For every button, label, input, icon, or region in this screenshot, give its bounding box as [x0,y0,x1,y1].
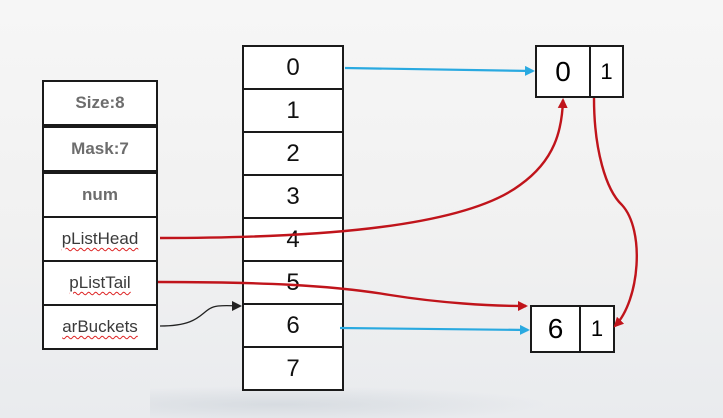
arrow-arbuckets-to-array [159,300,242,327]
field-num-label: num [82,185,118,204]
node-a-value: 1 [589,45,624,98]
arrow-plisthead-to-node0 [159,98,568,240]
field-arbuckets: arBuckets [42,304,158,350]
field-plisttail-label: pListTail [69,273,131,292]
bucket-2: 2 [242,131,344,176]
bucket-index: 3 [286,182,300,210]
bucket-5: 5 [242,260,344,305]
node-b-value: 1 [579,305,615,353]
field-arbuckets-label: arBuckets [62,317,138,336]
node-a-key: 0 [535,45,591,98]
bucket-1: 1 [242,88,344,133]
arrow-node0-to-node6 [592,97,638,328]
node-b-key: 6 [530,305,581,353]
bucket-index: 5 [286,268,300,296]
node-b-key-text: 6 [547,313,564,344]
field-num: num [42,172,158,218]
bucket-6: 6 [242,303,344,348]
bucket-0: 0 [242,45,344,90]
bucket-index: 7 [286,354,300,382]
field-mask-label: Mask:7 [71,139,129,158]
bucket-4: 4 [242,217,344,262]
field-size: Size:8 [42,80,158,126]
field-mask: Mask:7 [42,126,158,172]
arrow-bucket0-to-node0 [344,65,535,76]
field-size-label: Size:8 [75,93,125,112]
node-b-value-text: 1 [590,316,604,341]
bucket-7: 7 [242,346,344,391]
bucket-index: 1 [286,96,300,124]
arrow-bucket6-to-node6 [339,324,530,335]
background-smudge [150,384,570,418]
node-a-value-text: 1 [600,58,613,84]
bucket-index: 0 [286,53,300,81]
node-a-key-text: 0 [555,55,571,87]
bucket-index: 2 [286,139,300,167]
field-plisthead-label: pListHead [61,229,139,248]
bucket-3: 3 [242,174,344,219]
field-plisthead: pListHead [42,216,158,262]
field-plisttail: pListTail [42,260,158,306]
bucket-index: 6 [286,311,300,339]
bucket-index: 4 [286,225,300,253]
